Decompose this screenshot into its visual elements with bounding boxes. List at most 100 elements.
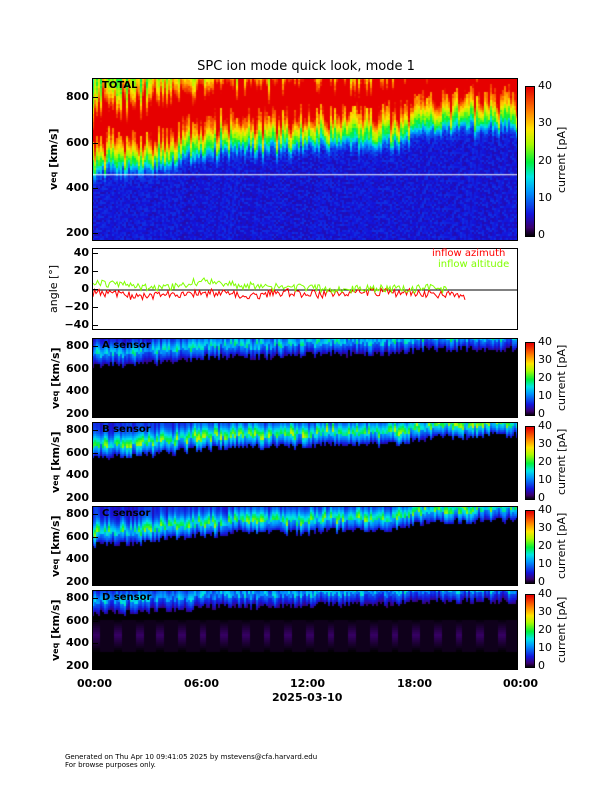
y-axis-label: veq [km/s] — [49, 338, 62, 418]
y-tick-label: 800 — [66, 422, 89, 436]
y-label-sub: eq — [51, 642, 60, 654]
y-tick-label: 40 — [73, 245, 89, 259]
y-tick-mark — [92, 475, 98, 477]
colorbar-tick: 40 — [538, 419, 552, 432]
y-tick-label: 200 — [66, 407, 89, 421]
plot-frame — [92, 338, 518, 418]
x-tick-1: 06:00 — [184, 677, 220, 690]
footer-browse: For browse purposes only. — [65, 761, 156, 769]
y-tick-mark — [92, 97, 98, 99]
footer-generated: Generated on Thu Apr 10 09:41:05 2025 by… — [65, 753, 318, 761]
colorbar-label: current [pA] — [555, 512, 568, 580]
y-label-unit: [km/s] — [49, 431, 62, 471]
plot-title: SPC ion mode quick look, mode 1 — [197, 59, 415, 74]
colorbar-label: current [pA] — [555, 126, 568, 193]
y-tick-label: 800 — [66, 90, 89, 104]
y-tick-label: 20 — [73, 263, 89, 277]
panel-label: C sensor — [102, 508, 151, 519]
colorbar-tick: 10 — [538, 557, 552, 570]
spectrogram-c-sensor — [92, 506, 518, 586]
y-tick-label: 400 — [66, 552, 89, 566]
spectrogram-d-sensor — [92, 590, 518, 670]
colorbar-tick: 30 — [538, 437, 552, 450]
y-label-sub: eq — [51, 558, 60, 570]
y-tick-mark — [92, 666, 98, 668]
colorbar-tick: 40 — [538, 79, 552, 92]
y-tick-mark — [92, 289, 98, 290]
y-label-v: v — [49, 569, 62, 577]
colorbar-tick: 40 — [538, 587, 552, 600]
y-label-unit: [km/s] — [49, 347, 62, 387]
legend-azimuth: inflow azimuth — [432, 248, 506, 259]
x-tick-4: 00:00 — [503, 677, 539, 690]
y-tick-label: 200 — [66, 491, 89, 505]
panel-label: D sensor — [102, 592, 152, 603]
y-tick-label: 400 — [66, 468, 89, 482]
y-tick-label: 800 — [66, 506, 89, 520]
y-tick-mark — [92, 536, 98, 538]
x-tick-0: 00:00 — [77, 677, 113, 690]
y-tick-label: 200 — [66, 226, 89, 240]
y-tick-label: 0 — [81, 282, 89, 295]
y-label-sub: eq — [49, 171, 58, 184]
y-tick-label: 400 — [66, 180, 89, 194]
angle-plot — [92, 248, 518, 330]
colorbar-tick: 0 — [538, 228, 545, 241]
plot-frame — [92, 506, 518, 586]
colorbar-tick: 10 — [538, 473, 552, 486]
y-tick-mark — [92, 325, 98, 327]
spectrogram-total — [92, 78, 518, 241]
series-inflow-altitude — [93, 276, 448, 295]
y-tick-mark — [92, 270, 98, 272]
y-label-v: v — [49, 485, 62, 493]
colorbar-tick: 0 — [538, 659, 545, 672]
y-tick-mark — [92, 620, 98, 622]
y-label-sub: eq — [51, 390, 60, 402]
colorbar-tick: 20 — [538, 455, 552, 468]
y-tick-mark — [92, 307, 98, 309]
colorbar-tick: 20 — [538, 153, 552, 167]
y-tick-label: 800 — [66, 338, 89, 352]
y-axis-label: veq [km/s] — [49, 506, 62, 586]
y-tick-mark — [92, 597, 98, 599]
y-tick-label: 600 — [66, 135, 89, 149]
spectrogram-a-sensor — [92, 338, 518, 418]
y-tick-mark — [92, 233, 98, 235]
y-tick-label: 200 — [66, 659, 89, 673]
panel-label: B sensor — [102, 424, 151, 435]
y-label-unit: [km/s] — [49, 515, 62, 555]
y-label-v: v — [49, 653, 62, 661]
colorbar-tick: 10 — [538, 190, 552, 204]
colorbar-tick: 0 — [538, 491, 545, 504]
y-tick-label: 600 — [66, 361, 89, 375]
panel-label: A sensor — [102, 340, 151, 351]
y-tick-label: 400 — [66, 636, 89, 650]
y-tick-mark — [92, 559, 98, 561]
colorbar — [525, 426, 535, 500]
y-tick-mark — [92, 187, 98, 189]
panel-label: TOTAL — [102, 80, 138, 91]
colorbar-tick: 40 — [538, 335, 552, 348]
colorbar — [525, 510, 535, 584]
colorbar-label: current [pA] — [555, 428, 568, 496]
colorbar-tick: 30 — [538, 116, 552, 130]
colorbar-tick: 0 — [538, 407, 545, 420]
colorbar-label: current [pA] — [555, 344, 568, 412]
legend-altitude: inflow altitude — [438, 259, 510, 270]
y-tick-mark — [92, 142, 98, 144]
y-axis-label: veq [km/s] — [47, 78, 60, 241]
plot-frame — [92, 78, 518, 241]
y-axis-label: veq [km/s] — [49, 590, 62, 670]
y-tick-mark — [92, 582, 98, 584]
y-tick-mark — [92, 252, 98, 254]
colorbar-tick: 10 — [538, 641, 552, 654]
y-tick-label: 600 — [66, 529, 89, 543]
x-date-label: 2025-03-10 — [272, 691, 343, 704]
colorbar — [525, 86, 535, 237]
y-tick-mark — [92, 452, 98, 454]
plot-frame — [92, 590, 518, 670]
y-label-v: v — [49, 401, 62, 409]
plot-frame — [92, 422, 518, 502]
y-tick-mark — [92, 391, 98, 393]
y-axis-label: angle [°] — [47, 264, 60, 314]
